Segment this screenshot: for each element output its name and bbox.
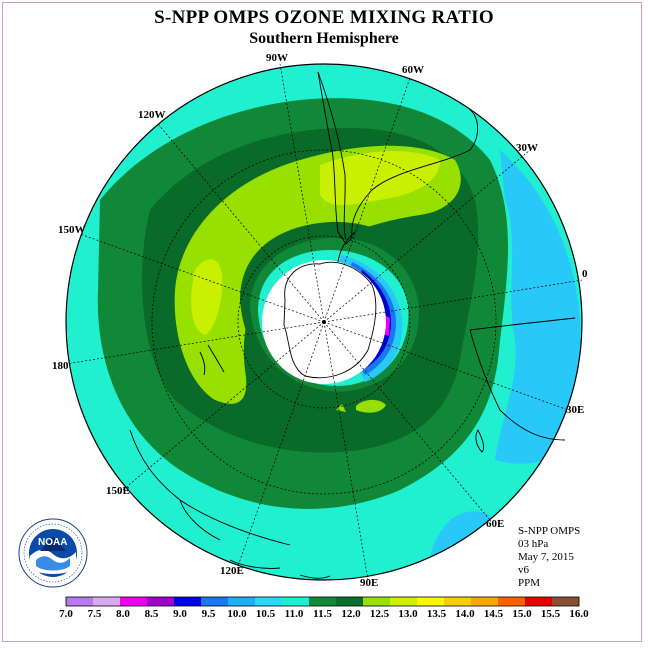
page-subtitle: Southern Hemisphere <box>249 30 399 47</box>
lon-label-90e: 90E <box>360 577 379 589</box>
lon-label-60e: 60E <box>486 518 505 530</box>
figure-frame <box>2 2 642 642</box>
south-america-west-coast <box>317 71 347 241</box>
info-instrument: S-NPP OMPS <box>518 525 581 537</box>
lon-label-30w: 30W <box>516 142 538 154</box>
colorbar-tick-label: 16.0 <box>569 608 589 620</box>
band-13-0-west <box>191 259 223 335</box>
lon-label-150e: 150E <box>106 485 130 497</box>
lon-label-30e: 30E <box>566 404 585 416</box>
lon-label-90w: 90W <box>266 52 288 64</box>
colorbar-tick-label: 7.5 <box>87 608 102 620</box>
lon-label-180: 180 <box>52 360 69 372</box>
band-12-5 <box>174 145 461 404</box>
colorbar-tick-label: 14.5 <box>483 608 504 620</box>
info-units: PPM <box>518 577 541 589</box>
antarctic-peninsula <box>337 231 356 263</box>
colorbar-tick-label: 10.5 <box>255 608 276 620</box>
field-10-5-east <box>495 150 582 464</box>
noaa-logo-text: NOAA <box>38 537 68 548</box>
ozone-low-band-9-0 <box>360 270 392 370</box>
info-version: v6 <box>518 564 529 576</box>
africa-coast <box>469 317 576 441</box>
south-pole-marker <box>322 320 326 324</box>
lon-label-60w: 60W <box>402 64 424 76</box>
lon-label-120e: 120E <box>220 565 244 577</box>
colorbar-tick-label: 11.5 <box>313 608 332 620</box>
antarctica-coast <box>283 261 377 379</box>
colorbar-tick-label: 7.0 <box>59 608 73 620</box>
lon-label-120w: 120W <box>138 109 166 121</box>
colorbar-tick-label: 14.0 <box>455 608 475 620</box>
info-block: S-NPP OMPS 03 hPa May 7, 2015 v6 PPM <box>518 525 580 590</box>
coastlines <box>129 71 576 579</box>
australia-coast <box>129 429 291 546</box>
patch-12-5-tiny <box>336 404 346 412</box>
lon-label-0: 0 <box>582 268 588 280</box>
page-title: S-NPP OMPS OZONE MIXING RATIO <box>154 7 494 28</box>
colorbar-tick-label: 9.5 <box>201 608 216 620</box>
graticule <box>65 63 583 581</box>
colorbar-tick-label: 9.0 <box>173 608 187 620</box>
colorbar-tick-label: 13.0 <box>398 608 418 620</box>
noaa-logo <box>18 518 88 588</box>
colorbar-tick-label: 10.0 <box>227 608 247 620</box>
colorbar-tick-label: 13.5 <box>426 608 447 620</box>
colorbar-tick-label: 12.0 <box>341 608 361 620</box>
colorbar-tick-label: 15.5 <box>540 608 561 620</box>
madagascar <box>475 429 485 453</box>
band-13-0 <box>320 150 440 205</box>
colorbar-tick-label: 12.5 <box>369 608 390 620</box>
indonesia <box>229 559 331 579</box>
map-border <box>65 63 583 581</box>
info-level: 03 hPa <box>518 538 549 550</box>
south-america-coast <box>317 71 478 245</box>
info-date: May 7, 2015 <box>518 551 574 563</box>
colorbar-tick-label: 15.0 <box>512 608 532 620</box>
colorbar-tick-label: 8.0 <box>116 608 130 620</box>
new-zealand <box>199 344 225 376</box>
lon-label-150w: 150W <box>58 224 86 236</box>
colorbar-tick-label: 11.0 <box>284 608 304 620</box>
patch-12-5-small <box>356 399 386 413</box>
colorbar-tick-label: 8.5 <box>144 608 159 620</box>
